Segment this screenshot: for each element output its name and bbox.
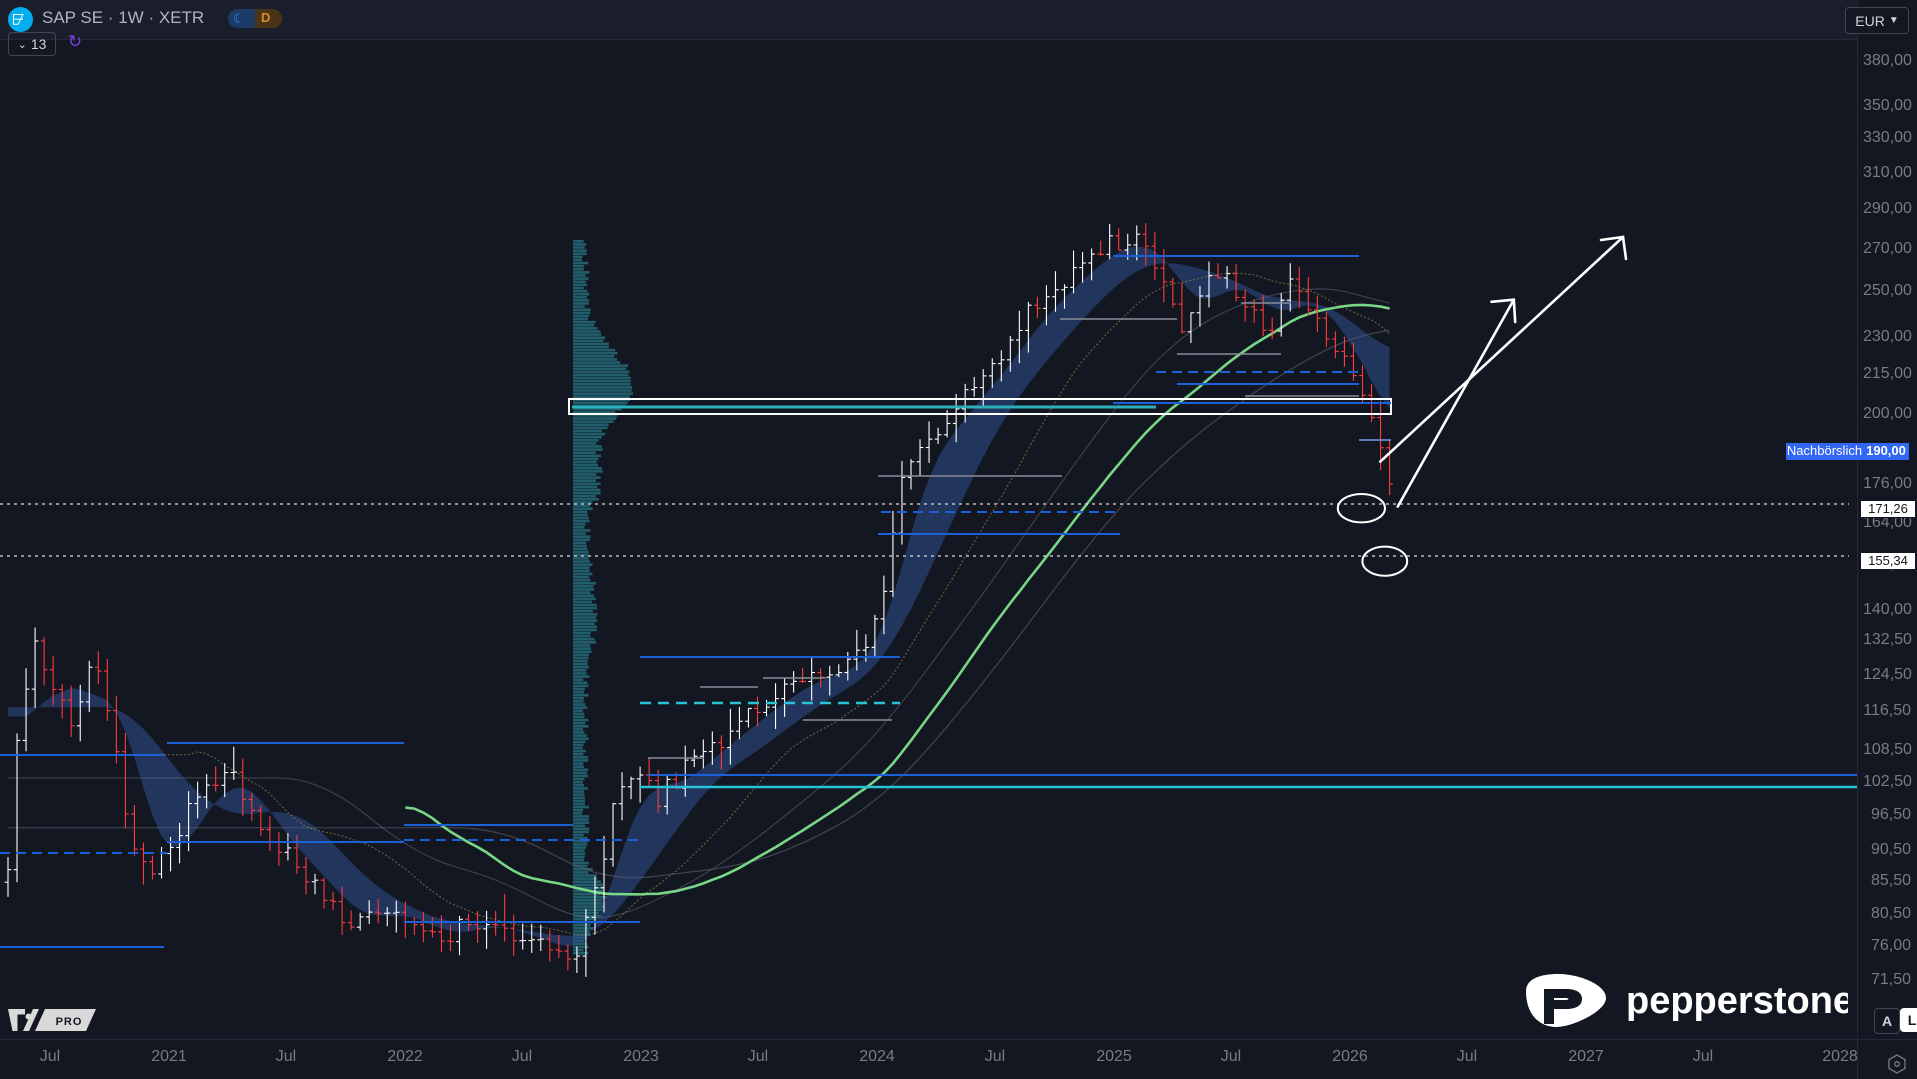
svg-text:pepperstone: pepperstone [1626, 980, 1848, 1022]
